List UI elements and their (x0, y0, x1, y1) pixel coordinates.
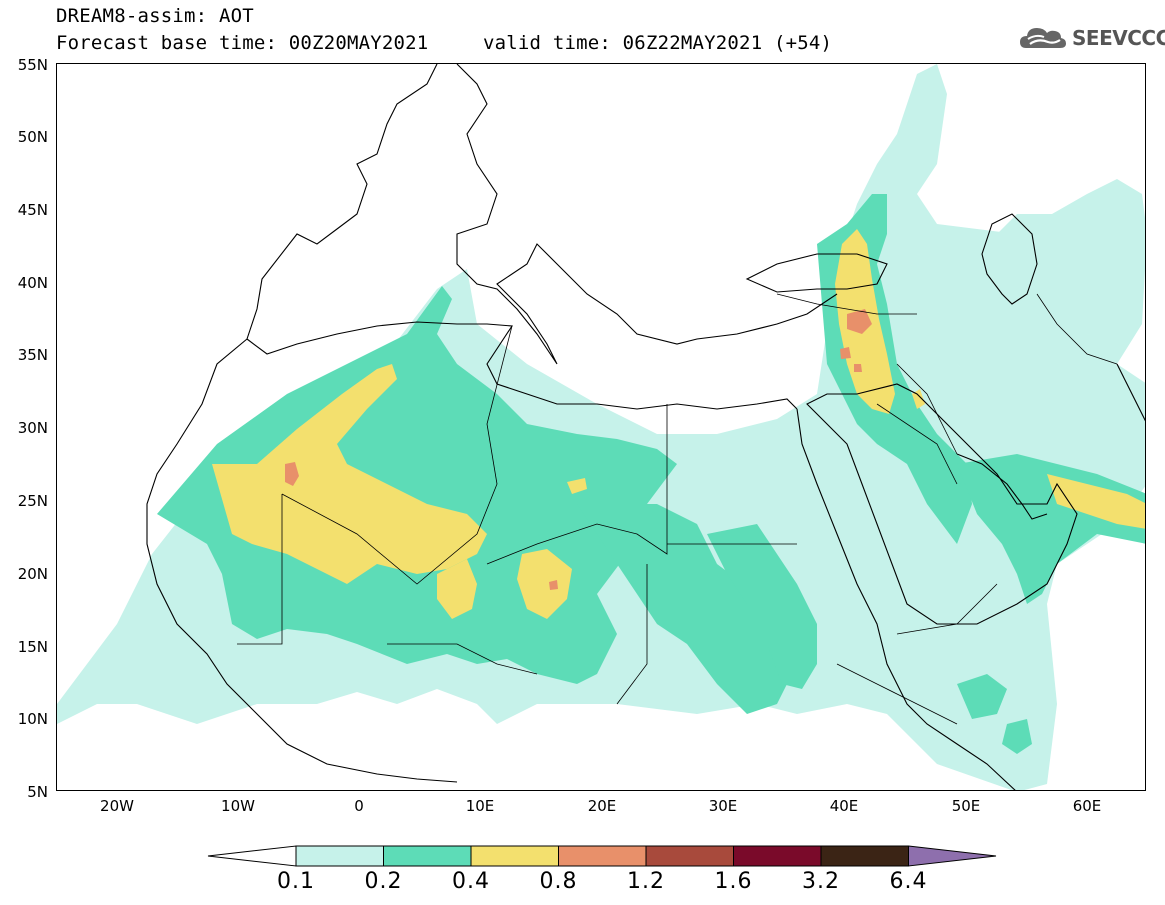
border-ethiopia (836, 663, 958, 725)
forecast-valid-time: valid time: 06Z22MAY2021 (+54) (483, 32, 833, 54)
aot-band-0.2-horn (1002, 719, 1032, 754)
caspian-coastline (981, 213, 1038, 305)
cloud-icon (1020, 28, 1066, 48)
aot-band-0.8-plume-b (840, 347, 851, 359)
lon-label-30e: 30E (708, 797, 738, 815)
colorbar-swatch-1.2 (645, 845, 734, 867)
aot-band-0.2-somalia (957, 674, 1007, 719)
lon-label-60e: 60E (1072, 797, 1102, 815)
coastlines (146, 64, 1145, 790)
black-sea-coastline (745, 253, 888, 293)
lat-label-30n: 30N (17, 419, 48, 437)
border-libya-egypt (486, 404, 668, 565)
north-africa-coastline (246, 321, 798, 410)
colorbar-label-6.4: 6.4 (889, 869, 928, 894)
lat-label-55n: 55N (17, 56, 48, 74)
aot-band-0.8-sahara (285, 462, 299, 486)
border-saudi (876, 403, 958, 485)
colorbar-label-3.2: 3.2 (802, 869, 840, 894)
border-yemen-saudi (896, 583, 998, 635)
europe-coastline (246, 64, 838, 365)
red-sea-coastline (796, 408, 1016, 790)
colorbar-over-arrow (908, 845, 997, 867)
lat-label-25n: 25N (17, 492, 48, 510)
lon-label-40e: 40E (829, 797, 859, 815)
aot-band-0.4 (212, 364, 487, 584)
aot-band-0.4-oman (1047, 474, 1145, 529)
dust-contours (57, 64, 1145, 790)
border-iran-afghanistan (1036, 293, 1118, 365)
aot-band-0.1-arabian (1037, 234, 1142, 294)
lat-label-10n: 10N (17, 710, 48, 728)
colorbar-label-1.6: 1.6 (714, 869, 753, 894)
india-pakistan-coastline (1116, 363, 1145, 422)
colorbar-label-0.4: 0.4 (452, 869, 490, 894)
lat-label-40n: 40N (17, 274, 48, 292)
colorbar (207, 845, 997, 867)
forecast-base-time: Forecast base time: 00Z20MAY2021 (56, 32, 429, 54)
lon-label-20e: 20E (587, 797, 617, 815)
map-panel[interactable] (56, 63, 1146, 791)
border-turkey (776, 293, 917, 315)
map-title: DREAM8-assim: AOT (56, 5, 254, 27)
colorbar-label-1.2: 1.2 (627, 869, 665, 894)
colorbar-label-0.1: 0.1 (277, 869, 315, 894)
border-mali-mauritania (237, 494, 283, 645)
west-africa-coastline (146, 338, 458, 783)
aot-band-0.4-small (567, 478, 587, 494)
colorbar-swatch-1.6 (733, 845, 822, 867)
colorbar-label-0.8: 0.8 (539, 869, 578, 894)
colorbar-swatch-0.1 (295, 845, 384, 867)
lon-label-0: 0 (354, 797, 364, 815)
aot-band-0.4-niger (437, 559, 477, 619)
colorbar-swatch-3.2 (820, 845, 909, 867)
lat-label-5n: 5N (27, 783, 48, 801)
arabia-coastline (806, 383, 1078, 625)
persian-gulf-coastline (956, 453, 1048, 520)
lat-label-35n: 35N (17, 346, 48, 364)
aot-band-0.8-chad (549, 580, 558, 590)
aot-band-0.8-plume-a (847, 309, 872, 334)
lon-label-10e: 10E (465, 797, 495, 815)
colorbar-swatch-0.2 (383, 845, 472, 867)
logo-text: SEEVCCC (1072, 26, 1165, 50)
border-nigeria-niger (387, 643, 538, 675)
aot-map (57, 64, 1145, 790)
border-iraq-iran (896, 363, 958, 455)
lon-label-10w: 10W (221, 797, 255, 815)
border-chad-sudan (616, 564, 648, 705)
border-algeria-libya (281, 325, 513, 585)
colorbar-swatch-0.8 (558, 845, 647, 867)
colorbar-under-arrow (207, 845, 297, 867)
lon-label-20w: 20W (100, 797, 134, 815)
lat-label-20n: 20N (17, 565, 48, 583)
aot-band-0.8-plume-c (854, 364, 862, 372)
aot-band-0.4-iran (912, 389, 925, 409)
country-borders (237, 293, 1118, 725)
lon-label-50e: 50E (951, 797, 981, 815)
lat-label-50n: 50N (17, 128, 48, 146)
colorbar-label-0.2: 0.2 (364, 869, 403, 894)
lat-label-15n: 15N (17, 638, 48, 656)
colorbar-swatch-0.4 (470, 845, 559, 867)
lat-label-45n: 45N (17, 201, 48, 219)
aot-band-0.2-sudan (707, 524, 817, 689)
seevccc-logo: SEEVCCC (1018, 24, 1165, 52)
aot-band-0.4-chad (517, 549, 572, 619)
aot-band-0.2-central (577, 504, 797, 714)
